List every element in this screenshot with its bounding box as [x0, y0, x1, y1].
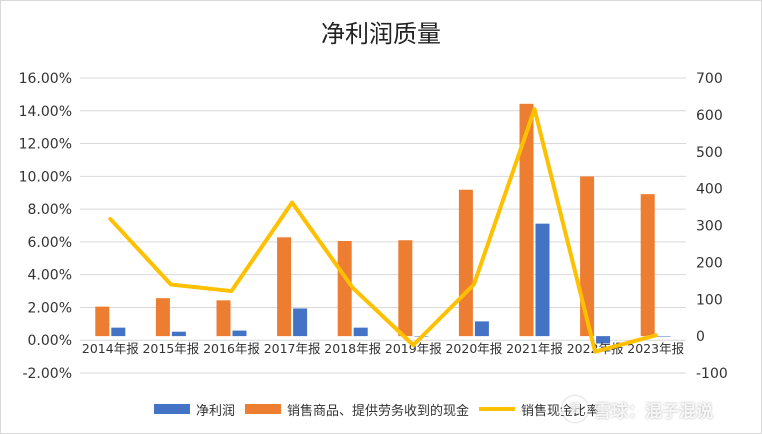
- x-tick-label: 2018年报: [324, 341, 381, 356]
- bar-net-profit: [111, 327, 126, 337]
- x-tick-label: 2017年报: [264, 341, 321, 356]
- bar-cash-received: [458, 189, 473, 337]
- bar-net-profit: [353, 327, 368, 337]
- point-cash-ratio: [230, 289, 233, 293]
- chart-legend: 净利润 销售商品、提供劳务收到的现金 销售现金比率: [154, 398, 609, 420]
- y-right-tick-label: -100: [696, 366, 728, 382]
- x-tick-label: 2014年报: [82, 341, 139, 356]
- bar-cash-received: [155, 298, 170, 337]
- y-right-tick-label: 400: [696, 182, 723, 198]
- y-left-tick-label: 12.00%: [19, 137, 72, 153]
- legend-item-net-profit: 净利润: [154, 400, 235, 419]
- x-tick-label: 2023年报: [627, 341, 684, 356]
- bar-net-profit: [656, 336, 671, 337]
- point-cash-ratio: [593, 350, 597, 354]
- bar-net-profit: [596, 336, 611, 344]
- bar-net-profit: [293, 308, 308, 337]
- bar-cash-received: [580, 176, 595, 337]
- bar-net-profit: [232, 330, 247, 337]
- y-left-tick-label: 8.00%: [28, 202, 72, 218]
- y-left-tick-label: 6.00%: [28, 235, 72, 251]
- bar-cash-received: [95, 306, 110, 337]
- bar-cash-received: [398, 240, 413, 337]
- bar-cash-received: [640, 194, 655, 337]
- y-left-tick-label: 10.00%: [19, 169, 72, 185]
- legend-label-net-profit: 净利润: [196, 403, 236, 419]
- y-right-tick-label: 700: [696, 71, 723, 87]
- point-cash-ratio: [472, 283, 476, 286]
- watermark: 雪 雪球：混子混说: [562, 396, 713, 422]
- legend-label-cash-received: 销售商品、提供劳务收到的现金: [287, 403, 470, 419]
- y-left-tick-label: 0.00%: [28, 333, 72, 349]
- point-cash-ratio: [411, 343, 415, 347]
- point-cash-ratio: [533, 107, 536, 111]
- y-left-tick-label: 16.00%: [19, 71, 72, 87]
- chart-title: 净利润质量: [321, 20, 441, 48]
- bar-cash-received: [519, 103, 534, 337]
- bar-net-profit: [535, 223, 550, 337]
- point-cash-ratio: [351, 286, 355, 290]
- y-left-tick-label: 14.00%: [19, 104, 72, 120]
- bar-cash-received: [337, 240, 352, 337]
- point-cash-ratio: [169, 283, 173, 286]
- y-right-tick-label: 500: [696, 145, 723, 161]
- legend-swatch-cash-received: [245, 404, 282, 414]
- y-right-tick-label: 100: [696, 292, 723, 308]
- x-tick-label: 2021年报: [506, 341, 563, 356]
- y-left-tick-label: 4.00%: [28, 268, 72, 284]
- legend-swatch-cash-ratio: [479, 407, 516, 411]
- bar-cash-received: [216, 300, 231, 337]
- y-right-tick-label: 600: [696, 108, 723, 124]
- bar-net-profit: [474, 321, 489, 337]
- y-left-tick-label: -2.00%: [22, 366, 72, 382]
- x-tick-label: 2020年报: [445, 341, 502, 356]
- point-cash-ratio: [654, 333, 658, 337]
- y-left-tick-label: 2.00%: [28, 300, 72, 316]
- x-tick-label: 2019年报: [385, 341, 442, 356]
- y-right-tick-label: 0: [696, 329, 705, 345]
- y-right-tick-label: 300: [696, 219, 723, 235]
- watermark-logo-icon: 雪: [562, 396, 588, 422]
- point-cash-ratio: [290, 201, 294, 205]
- y-right-tick-label: 200: [696, 255, 723, 271]
- bar-cash-received: [277, 237, 292, 337]
- bar-net-profit: [171, 331, 186, 337]
- x-tick-label: 2015年报: [142, 341, 199, 356]
- legend-item-cash-received: 销售商品、提供劳务收到的现金: [245, 400, 469, 419]
- legend-swatch-net-profit: [154, 404, 190, 414]
- watermark-text: 雪球：混子混说: [594, 401, 713, 422]
- x-tick-label: 2016年报: [203, 341, 260, 356]
- point-cash-ratio: [108, 217, 112, 221]
- line-cash-ratio: [108, 107, 658, 354]
